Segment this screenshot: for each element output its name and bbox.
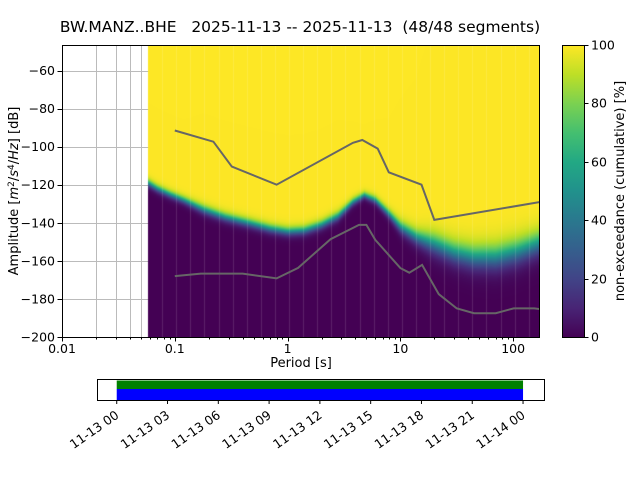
colorbar-gradient [562, 45, 585, 338]
timeline-tick-label: 11-13 18 [372, 407, 427, 452]
timeline-processed-coverage [116, 389, 524, 400]
y-tick-label: −140 [21, 215, 55, 230]
colorbar-tick-label: 100 [591, 38, 615, 53]
x-axis-label: Period [s] [270, 356, 332, 371]
timeline-tick-label: 11-13 06 [168, 407, 223, 452]
colorbar-tick-label: 60 [591, 155, 607, 170]
x-tick-label: 0.1 [165, 341, 185, 356]
noise-model-lines [174, 129, 540, 315]
colorbar: 0 20 40 60 80 100 [562, 38, 615, 345]
timeline-data-coverage [116, 380, 524, 389]
timeline-tick-label: 11-13 09 [219, 407, 274, 452]
nlnm-line [174, 223, 540, 315]
y-tick-label: −120 [21, 177, 55, 192]
colorbar-label: non-exceedance (cumulative) [%] [613, 80, 628, 302]
timeline-tick-label: 11-13 12 [270, 407, 325, 452]
plot-frame [62, 45, 540, 338]
timeline-tick-label: 11-14 00 [473, 407, 528, 452]
timeline-tick-label: 11-13 21 [422, 407, 477, 452]
y-tick-label: −160 [21, 253, 55, 268]
x-tick-label: 10 [392, 341, 408, 356]
y-tick-label: −180 [21, 291, 55, 306]
y-tick-label: −80 [29, 101, 55, 116]
x-tick-label: 0.01 [48, 341, 76, 356]
x-tick-label: 100 [501, 341, 525, 356]
ppsd-heatmap [62, 45, 540, 337]
y-tick-label: −100 [21, 139, 55, 154]
x-tick-label: 1 [284, 341, 292, 356]
timeline-tick-label: 11-13 00 [67, 407, 122, 452]
chart-title: BW.MANZ..BHE 2025-11-13 -- 2025-11-13 (4… [59, 18, 541, 36]
y-axis-label: Amplitude [m2/s4/Hz] [dB] [7, 106, 22, 276]
y-axis: −60 −80 −100 −120 −140 −160 −180 −200 [21, 63, 62, 345]
x-axis: 0.01 0.1 1 10 100 [48, 337, 525, 356]
y-tick-label: −200 [21, 330, 55, 345]
nhnm-line [174, 129, 540, 222]
colorbar-tick-label: 20 [591, 272, 607, 287]
colorbar-tick-label: 80 [591, 96, 607, 111]
timeline-tick-label: 11-13 15 [321, 407, 376, 452]
timeline-tick-label: 11-13 03 [118, 407, 173, 452]
y-tick-label: −60 [29, 63, 55, 78]
colorbar-tick-label: 0 [591, 330, 599, 345]
colorbar-tick-label: 40 [591, 213, 607, 228]
